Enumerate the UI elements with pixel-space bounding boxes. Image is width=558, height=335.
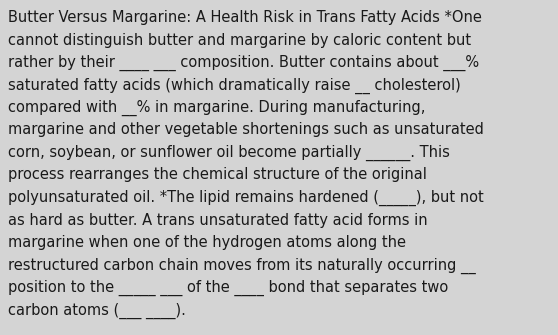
Text: rather by their ____ ___ composition. Butter contains about ___%: rather by their ____ ___ composition. Bu… [8, 55, 479, 71]
Text: process rearranges the chemical structure of the original: process rearranges the chemical structur… [8, 168, 427, 183]
Text: position to the _____ ___ of the ____ bond that separates two: position to the _____ ___ of the ____ bo… [8, 280, 448, 296]
Text: margarine and other vegetable shortenings such as unsaturated: margarine and other vegetable shortening… [8, 123, 484, 137]
Text: restructured carbon chain moves from its naturally occurring __: restructured carbon chain moves from its… [8, 258, 476, 274]
Text: margarine when one of the hydrogen atoms along the: margarine when one of the hydrogen atoms… [8, 235, 406, 250]
Text: polyunsaturated oil. *The lipid remains hardened (_____), but not: polyunsaturated oil. *The lipid remains … [8, 190, 484, 206]
Text: Butter Versus Margarine: A Health Risk in Trans Fatty Acids *One: Butter Versus Margarine: A Health Risk i… [8, 10, 482, 25]
Text: saturated fatty acids (which dramatically raise __ cholesterol): saturated fatty acids (which dramaticall… [8, 77, 461, 94]
Text: carbon atoms (___ ____).: carbon atoms (___ ____). [8, 303, 186, 319]
Text: cannot distinguish butter and margarine by caloric content but: cannot distinguish butter and margarine … [8, 32, 471, 48]
Text: as hard as butter. A trans unsaturated fatty acid forms in: as hard as butter. A trans unsaturated f… [8, 212, 427, 227]
Text: corn, soybean, or sunflower oil become partially ______. This: corn, soybean, or sunflower oil become p… [8, 145, 450, 161]
Text: compared with __% in margarine. During manufacturing,: compared with __% in margarine. During m… [8, 100, 425, 116]
